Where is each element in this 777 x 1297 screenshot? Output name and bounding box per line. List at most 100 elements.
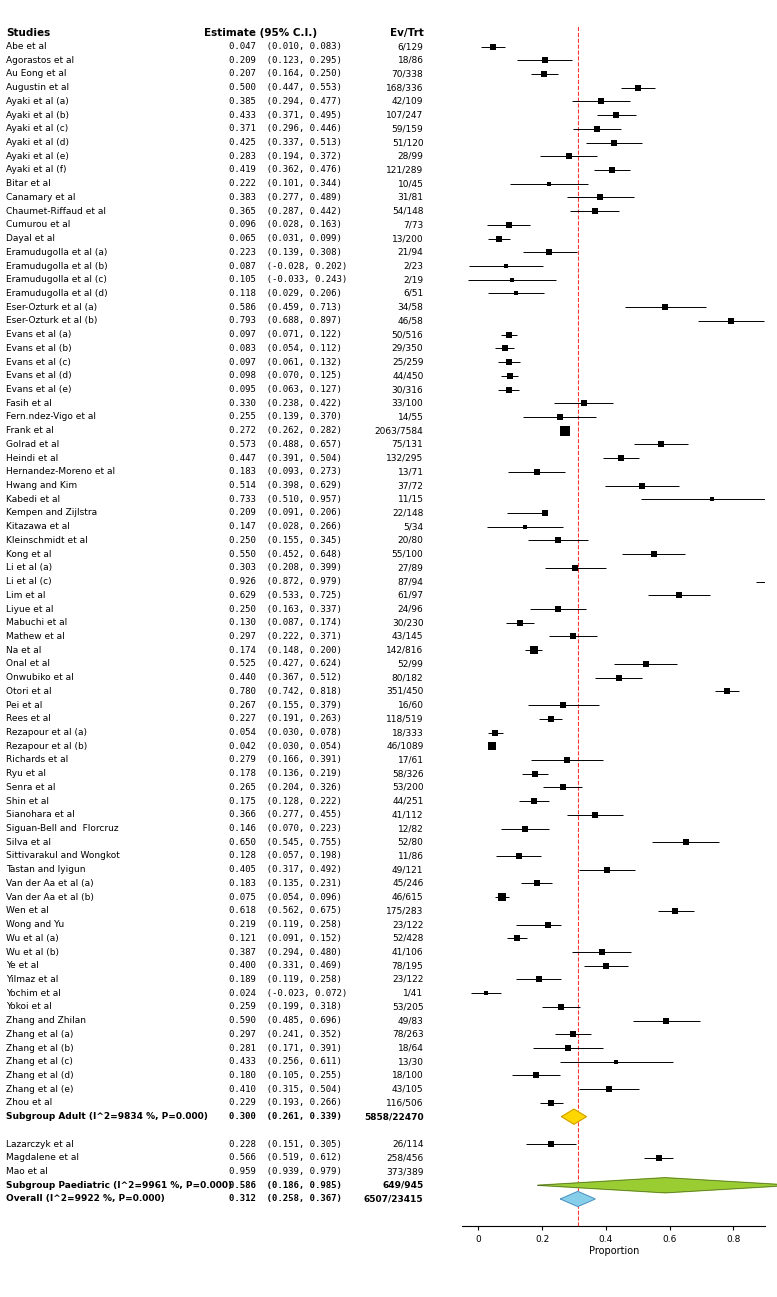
Text: 0.500  (0.447, 0.553): 0.500 (0.447, 0.553) [229,83,342,92]
Text: 20/80: 20/80 [398,536,423,545]
Text: Eser-Ozturk et al (a): Eser-Ozturk et al (a) [6,302,97,311]
Polygon shape [538,1178,777,1193]
Text: 0.279  (0.166, 0.391): 0.279 (0.166, 0.391) [229,755,342,764]
Text: 22/148: 22/148 [392,508,423,518]
Text: Bitar et al: Bitar et al [6,179,51,188]
Text: Canamary et al: Canamary et al [6,193,75,202]
Text: 0.366  (0.277, 0.455): 0.366 (0.277, 0.455) [229,811,342,820]
Text: 80/182: 80/182 [392,673,423,682]
Text: 23/122: 23/122 [392,975,423,984]
Text: 0.793  (0.688, 0.897): 0.793 (0.688, 0.897) [229,316,342,326]
Text: Eramudugolla et al (b): Eramudugolla et al (b) [6,262,108,271]
Text: 0.387  (0.294, 0.480): 0.387 (0.294, 0.480) [229,948,342,956]
Text: Fern.ndez-Vigo et al: Fern.ndez-Vigo et al [6,412,96,422]
Text: 27/89: 27/89 [398,563,423,572]
Text: 142/816: 142/816 [386,646,423,655]
Text: 49/121: 49/121 [392,865,423,874]
Text: Yochim et al: Yochim et al [6,988,61,997]
Text: 5858/22470: 5858/22470 [364,1112,423,1121]
Text: 107/247: 107/247 [386,110,423,119]
Text: 0.297  (0.241, 0.352): 0.297 (0.241, 0.352) [229,1030,342,1039]
Text: 14/55: 14/55 [398,412,423,422]
Text: Wong and Yu: Wong and Yu [6,920,64,929]
Text: 33/100: 33/100 [392,398,423,407]
Text: 0.227  (0.191, 0.263): 0.227 (0.191, 0.263) [229,715,342,724]
Text: 0.926  (0.872, 0.979): 0.926 (0.872, 0.979) [229,577,342,586]
Text: 0.095  (0.063, 0.127): 0.095 (0.063, 0.127) [229,385,342,394]
Text: Kleinschmidt et al: Kleinschmidt et al [6,536,88,545]
Text: 13/200: 13/200 [392,233,423,243]
Text: 0.121  (0.091, 0.152): 0.121 (0.091, 0.152) [229,934,342,943]
Text: 0.183  (0.135, 0.231): 0.183 (0.135, 0.231) [229,879,342,888]
Text: Yilmaz et al: Yilmaz et al [6,975,58,984]
Text: Zhang et al (b): Zhang et al (b) [6,1044,74,1053]
Text: 6/51: 6/51 [403,289,423,298]
Text: 0.209  (0.123, 0.295): 0.209 (0.123, 0.295) [229,56,342,65]
Text: 0.223  (0.139, 0.308): 0.223 (0.139, 0.308) [229,248,342,257]
Text: Evans et al (e): Evans et al (e) [6,385,71,394]
Text: 78/263: 78/263 [392,1030,423,1039]
Text: 18/64: 18/64 [398,1044,423,1053]
Text: 54/148: 54/148 [392,206,423,215]
Text: 0.300  (0.261, 0.339): 0.300 (0.261, 0.339) [229,1112,342,1121]
Text: 29/350: 29/350 [392,344,423,353]
Text: 70/338: 70/338 [392,70,423,78]
Text: Studies: Studies [6,27,51,38]
Text: 59/159: 59/159 [392,125,423,134]
Text: 52/99: 52/99 [398,659,423,668]
Text: 43/145: 43/145 [392,632,423,641]
Text: Van der Aa et al (a): Van der Aa et al (a) [6,879,94,888]
Text: 0.433  (0.256, 0.611): 0.433 (0.256, 0.611) [229,1057,342,1066]
Text: 11/86: 11/86 [398,852,423,860]
Text: 0.098  (0.070, 0.125): 0.098 (0.070, 0.125) [229,371,342,380]
Text: 42/109: 42/109 [392,97,423,106]
Text: 258/456: 258/456 [386,1153,423,1162]
Text: 43/105: 43/105 [392,1084,423,1093]
Text: Kempen and Zijlstra: Kempen and Zijlstra [6,508,97,518]
Text: 118/519: 118/519 [386,715,423,724]
Text: 23/122: 23/122 [392,920,423,929]
Text: 0.147  (0.028, 0.266): 0.147 (0.028, 0.266) [229,523,342,532]
Text: 0.178  (0.136, 0.219): 0.178 (0.136, 0.219) [229,769,342,778]
Text: Ayaki et al (b): Ayaki et al (b) [6,110,69,119]
Text: Li et al (c): Li et al (c) [6,577,52,586]
Text: 41/112: 41/112 [392,811,423,820]
Text: 0.255  (0.139, 0.370): 0.255 (0.139, 0.370) [229,412,342,422]
Text: Zhang and Zhilan: Zhang and Zhilan [6,1016,86,1025]
Text: Ayaki et al (e): Ayaki et al (e) [6,152,69,161]
Text: 10/45: 10/45 [398,179,423,188]
Text: 30/316: 30/316 [392,385,423,394]
Text: 0.180  (0.105, 0.255): 0.180 (0.105, 0.255) [229,1071,342,1080]
Text: 1/41: 1/41 [403,988,423,997]
Text: 52/80: 52/80 [398,838,423,847]
Polygon shape [560,1192,595,1206]
Text: 0.146  (0.070, 0.223): 0.146 (0.070, 0.223) [229,824,342,833]
Text: Liyue et al: Liyue et al [6,604,54,613]
Text: 30/230: 30/230 [392,619,423,628]
Text: 0.780  (0.742, 0.818): 0.780 (0.742, 0.818) [229,687,342,696]
Text: Ayaki et al (c): Ayaki et al (c) [6,125,68,134]
Text: Lazarczyk et al: Lazarczyk et al [6,1140,74,1149]
Text: Onwubiko et al: Onwubiko et al [6,673,74,682]
Text: Wu et al (b): Wu et al (b) [6,948,59,956]
Text: 2/19: 2/19 [403,275,423,284]
Text: 0.365  (0.287, 0.442): 0.365 (0.287, 0.442) [229,206,342,215]
Text: Evans et al (b): Evans et al (b) [6,344,71,353]
Text: Ev/Trt: Ev/Trt [389,27,423,38]
Text: Eramudugolla et al (d): Eramudugolla et al (d) [6,289,108,298]
Text: 0.550  (0.452, 0.648): 0.550 (0.452, 0.648) [229,550,342,559]
Text: 0.183  (0.093, 0.273): 0.183 (0.093, 0.273) [229,467,342,476]
Text: 53/205: 53/205 [392,1003,423,1012]
Text: Ryu et al: Ryu et al [6,769,46,778]
Text: 21/94: 21/94 [398,248,423,257]
Text: 49/83: 49/83 [398,1016,423,1025]
Text: 0.405  (0.317, 0.492): 0.405 (0.317, 0.492) [229,865,342,874]
Text: Zhang et al (d): Zhang et al (d) [6,1071,74,1080]
Text: 0.573  (0.488, 0.657): 0.573 (0.488, 0.657) [229,440,342,449]
Text: Kong et al: Kong et al [6,550,52,559]
Text: 61/97: 61/97 [398,591,423,599]
Text: 0.629  (0.533, 0.725): 0.629 (0.533, 0.725) [229,591,342,599]
Text: 0.425  (0.337, 0.513): 0.425 (0.337, 0.513) [229,137,342,147]
Text: Eramudugolla et al (a): Eramudugolla et al (a) [6,248,107,257]
Text: 0.312  (0.258, 0.367): 0.312 (0.258, 0.367) [229,1195,342,1204]
